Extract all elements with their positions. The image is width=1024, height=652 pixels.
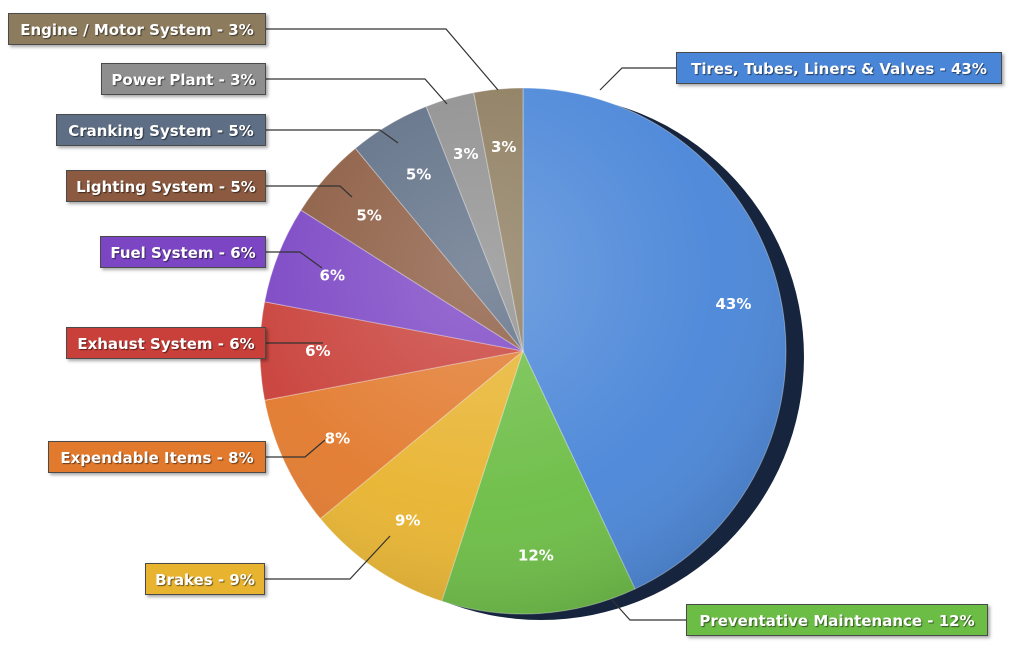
slice-label-cranking-system: 5% xyxy=(406,165,431,183)
slice-label-power-plant: 3% xyxy=(453,145,478,163)
slice-label-tires-tubes-liners-valves: 43% xyxy=(716,295,752,313)
legend-exhaust-system: Exhaust System - 6% xyxy=(66,327,266,359)
legend-engine-motor-system: Engine / Motor System - 3% xyxy=(8,13,266,45)
legend-brakes: Brakes - 9% xyxy=(145,563,265,595)
slice-label-brakes: 9% xyxy=(395,512,420,530)
slice-label-lighting-system: 5% xyxy=(356,206,381,224)
slice-label-engine-motor-system: 3% xyxy=(491,138,516,156)
slice-label-expendable-items: 8% xyxy=(325,429,350,447)
leader-line-tires-tubes-liners-valves xyxy=(599,67,676,91)
legend-cranking-system: Cranking System - 5% xyxy=(56,114,266,146)
legend-lighting-system: Lighting System - 5% xyxy=(66,170,266,202)
slice-label-preventative-maintenance: 12% xyxy=(518,547,554,565)
leader-line-lighting-system xyxy=(266,185,353,198)
leader-line-brakes xyxy=(265,535,391,580)
slice-label-fuel-system: 6% xyxy=(320,266,345,284)
legend-expendable-items: Expendable Items - 8% xyxy=(48,441,266,473)
leader-line-power-plant xyxy=(266,78,448,105)
leader-line-fuel-system xyxy=(266,251,323,269)
legend-fuel-system: Fuel System - 6% xyxy=(100,236,266,268)
leader-line-cranking-system xyxy=(266,129,399,144)
legend-tires-tubes-liners-valves: Tires, Tubes, Liners & Valves - 43% xyxy=(676,52,1002,84)
slice-label-exhaust-system: 6% xyxy=(305,342,330,360)
leader-line-preventative-maintenance xyxy=(611,599,686,621)
legend-power-plant: Power Plant - 3% xyxy=(101,63,266,95)
legend-preventative-maintenance: Preventative Maintenance - 12% xyxy=(686,604,988,636)
leader-line-expendable-items xyxy=(266,439,326,458)
leader-line-engine-motor-system xyxy=(266,28,499,91)
